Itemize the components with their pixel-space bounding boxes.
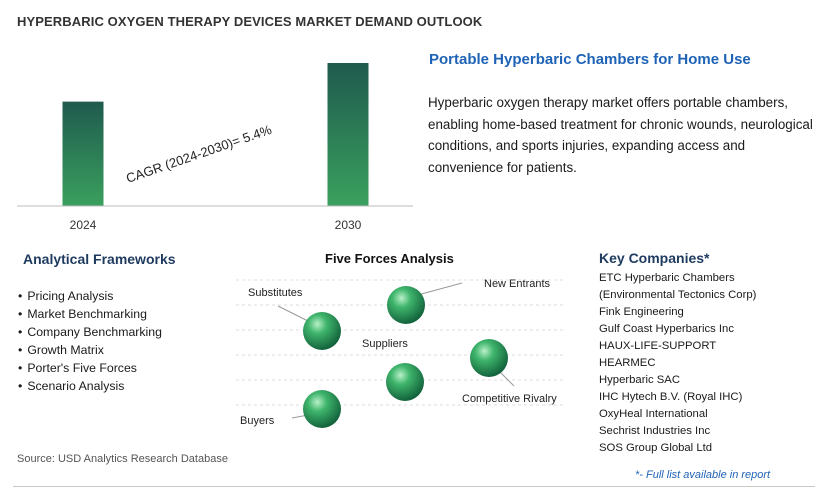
x-tick-label: 2024	[70, 218, 97, 232]
sphere-competitive-rivalry	[470, 339, 508, 377]
list-item: ETC Hyperbaric Chambers	[599, 272, 735, 284]
sphere-substitutes	[303, 312, 341, 350]
source-note: Source: USD Analytics Research Database	[17, 453, 228, 465]
list-item: (Environmental Tectonics Corp)	[599, 289, 757, 301]
list-item: IHC Hytech B.V. (Royal IHC)	[599, 391, 743, 403]
page-title: HYPERBARIC OXYGEN THERAPY DEVICES MARKET…	[17, 14, 483, 29]
bottom-divider	[13, 486, 815, 487]
list-item: Growth Matrix	[18, 341, 162, 359]
section-subtitle: Portable Hyperbaric Chambers for Home Us…	[429, 51, 751, 68]
list-item: Fink Engineering	[599, 306, 684, 318]
list-item: Pricing Analysis	[18, 287, 162, 305]
list-item: Porter's Five Forces	[18, 359, 162, 377]
label-substitutes: Substitutes	[248, 287, 303, 299]
connector-line	[413, 282, 463, 297]
label-buyers: Buyers	[240, 415, 275, 427]
frameworks-list: Pricing Analysis Market Benchmarking Com…	[18, 287, 162, 395]
list-item: HEARMEC	[599, 357, 656, 369]
list-item: OxyHeal International	[599, 408, 708, 420]
list-item: Sechrist Industries Inc	[599, 425, 711, 437]
companies-heading: Key Companies*	[599, 250, 710, 266]
cagr-annotation: CAGR (2024-2030)= 5.4%	[124, 122, 274, 186]
list-item: Hyperbaric SAC	[599, 374, 680, 386]
bar-2024	[62, 101, 104, 206]
list-item: SOS Group Global Ltd	[599, 442, 713, 454]
bar-chart: 2024 2030 CAGR (2024-2030)= 5.4%	[17, 63, 413, 232]
companies-footnote: *- Full list available in report	[635, 469, 771, 481]
description-text: Hyperbaric oxygen therapy market offers …	[428, 95, 813, 175]
bar-2030	[327, 63, 369, 206]
five-forces-diagram	[236, 279, 566, 428]
list-item: Gulf Coast Hyperbarics Inc	[599, 323, 734, 335]
list-item: Company Benchmarking	[18, 323, 162, 341]
five-forces-heading: Five Forces Analysis	[325, 251, 454, 266]
list-item: Scenario Analysis	[18, 377, 162, 395]
frameworks-heading: Analytical Frameworks	[23, 251, 176, 267]
label-new-entrants: New Entrants	[484, 278, 551, 290]
list-item: Market Benchmarking	[18, 305, 162, 323]
list-item: HAUX-LIFE-SUPPORT	[599, 340, 717, 352]
label-competitive-rivalry: Competitive Rivalry	[462, 393, 557, 405]
sphere-buyers	[303, 390, 341, 428]
x-tick-label: 2030	[335, 218, 362, 232]
label-suppliers: Suppliers	[362, 338, 408, 350]
sphere-new-entrants	[387, 286, 425, 324]
companies-list: ETC Hyperbaric Chambers (Environmental T…	[599, 270, 756, 457]
sphere-suppliers	[386, 363, 424, 401]
